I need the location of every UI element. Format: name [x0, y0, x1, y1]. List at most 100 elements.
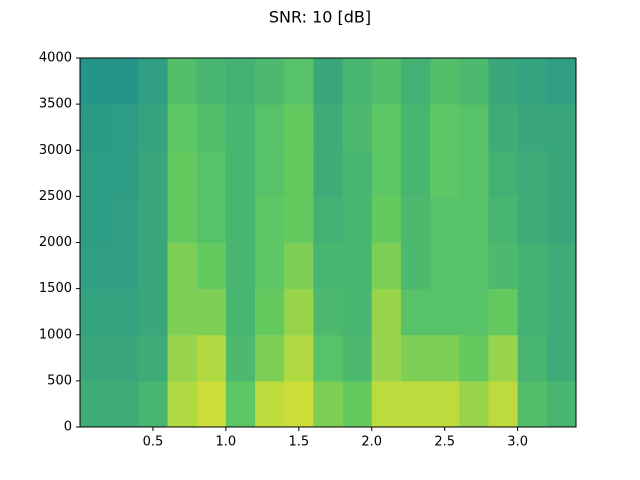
heatmap-cell	[109, 380, 139, 428]
heatmap-cell	[284, 288, 314, 336]
heatmap-cell	[430, 242, 460, 290]
heatmap-cell	[342, 58, 373, 105]
heatmap-cell	[225, 242, 256, 290]
heatmap-cell	[546, 196, 577, 243]
heatmap-cell	[109, 288, 139, 336]
heatmap-cell	[225, 380, 256, 428]
heatmap-cell	[371, 380, 402, 428]
heatmap-cell	[400, 104, 431, 151]
heatmap-cell	[342, 242, 373, 290]
heatmap-cell	[400, 334, 431, 382]
heatmap-cell	[138, 242, 169, 290]
heatmap	[80, 58, 577, 428]
heatmap-cell	[80, 380, 110, 428]
heatmap-cell	[488, 334, 519, 382]
y-tick-label: 3500	[39, 97, 72, 112]
heatmap-cell	[371, 288, 402, 336]
heatmap-cell	[196, 288, 227, 336]
heatmap-cell	[459, 150, 489, 197]
heatmap-cell	[430, 58, 460, 105]
heatmap-cell	[430, 104, 460, 151]
heatmap-cell	[371, 334, 402, 382]
heatmap-cell	[517, 380, 548, 428]
heatmap-cell	[196, 196, 227, 243]
heatmap-cell	[546, 242, 577, 290]
heatmap-cell	[109, 196, 139, 243]
heatmap-cell	[225, 334, 256, 382]
heatmap-cell	[109, 150, 139, 197]
y-tick-label: 2000	[39, 235, 72, 250]
heatmap-cell	[488, 58, 519, 105]
heatmap-cell	[430, 288, 460, 336]
x-tick-label: 3.0	[507, 435, 528, 450]
heatmap-cell	[138, 104, 169, 151]
heatmap-cell	[400, 196, 431, 243]
heatmap-cell	[138, 150, 169, 197]
heatmap-cell	[167, 104, 198, 151]
heatmap-cell	[138, 380, 169, 428]
heatmap-cell	[430, 150, 460, 197]
heatmap-cell	[80, 58, 110, 105]
heatmap-cell	[255, 150, 285, 197]
heatmap-cell	[80, 334, 110, 382]
y-tick-label: 2500	[39, 189, 72, 204]
x-tick-label: 2.0	[361, 435, 382, 450]
heatmap-cell	[459, 242, 489, 290]
heatmap-cell	[138, 288, 169, 336]
heatmap-cell	[109, 334, 139, 382]
heatmap-cell	[284, 58, 314, 105]
heatmap-cell	[400, 380, 431, 428]
heatmap-cell	[488, 104, 519, 151]
heatmap-cell	[255, 196, 285, 243]
heatmap-cell	[313, 58, 344, 105]
heatmap-cell	[488, 288, 519, 336]
heatmap-cell	[109, 104, 139, 151]
heatmap-cell	[138, 58, 169, 105]
heatmap-cell	[284, 380, 314, 428]
heatmap-cell	[80, 104, 110, 151]
heatmap-cell	[167, 196, 198, 243]
heatmap-cell	[488, 150, 519, 197]
heatmap-cell	[167, 242, 198, 290]
heatmap-cell	[371, 150, 402, 197]
heatmap-cell	[80, 242, 110, 290]
heatmap-cell	[167, 380, 198, 428]
heatmap-cell	[80, 196, 110, 243]
heatmap-cell	[371, 196, 402, 243]
heatmap-cell	[225, 58, 256, 105]
heatmap-cell	[459, 104, 489, 151]
heatmap-cell	[167, 334, 198, 382]
heatmap-cell	[430, 380, 460, 428]
heatmap-cell	[313, 288, 344, 336]
heatmap-cell	[284, 242, 314, 290]
heatmap-cell	[546, 380, 577, 428]
heatmap-cell	[196, 104, 227, 151]
heatmap-cell	[255, 334, 285, 382]
heatmap-cell	[313, 104, 344, 151]
heatmap-cell	[459, 334, 489, 382]
heatmap-cell	[313, 150, 344, 197]
heatmap-cell	[342, 104, 373, 151]
heatmap-cell	[488, 242, 519, 290]
heatmap-cell	[488, 380, 519, 428]
heatmap-cell	[138, 196, 169, 243]
heatmap-cell	[284, 150, 314, 197]
heatmap-cell	[546, 334, 577, 382]
x-tick-label: 2.5	[434, 435, 455, 450]
heatmap-cell	[400, 242, 431, 290]
heatmap-cell	[196, 334, 227, 382]
heatmap-cell	[167, 58, 198, 105]
heatmap-cell	[371, 104, 402, 151]
y-tick-label: 1500	[39, 281, 72, 296]
heatmap-cell	[342, 288, 373, 336]
heatmap-cell	[517, 150, 548, 197]
x-tick-label: 1.0	[216, 435, 237, 450]
heatmap-cell	[546, 58, 577, 105]
heatmap-cell	[196, 150, 227, 197]
heatmap-cell	[459, 288, 489, 336]
heatmap-cell	[546, 288, 577, 336]
heatmap-cell	[517, 104, 548, 151]
heatmap-cell	[255, 104, 285, 151]
